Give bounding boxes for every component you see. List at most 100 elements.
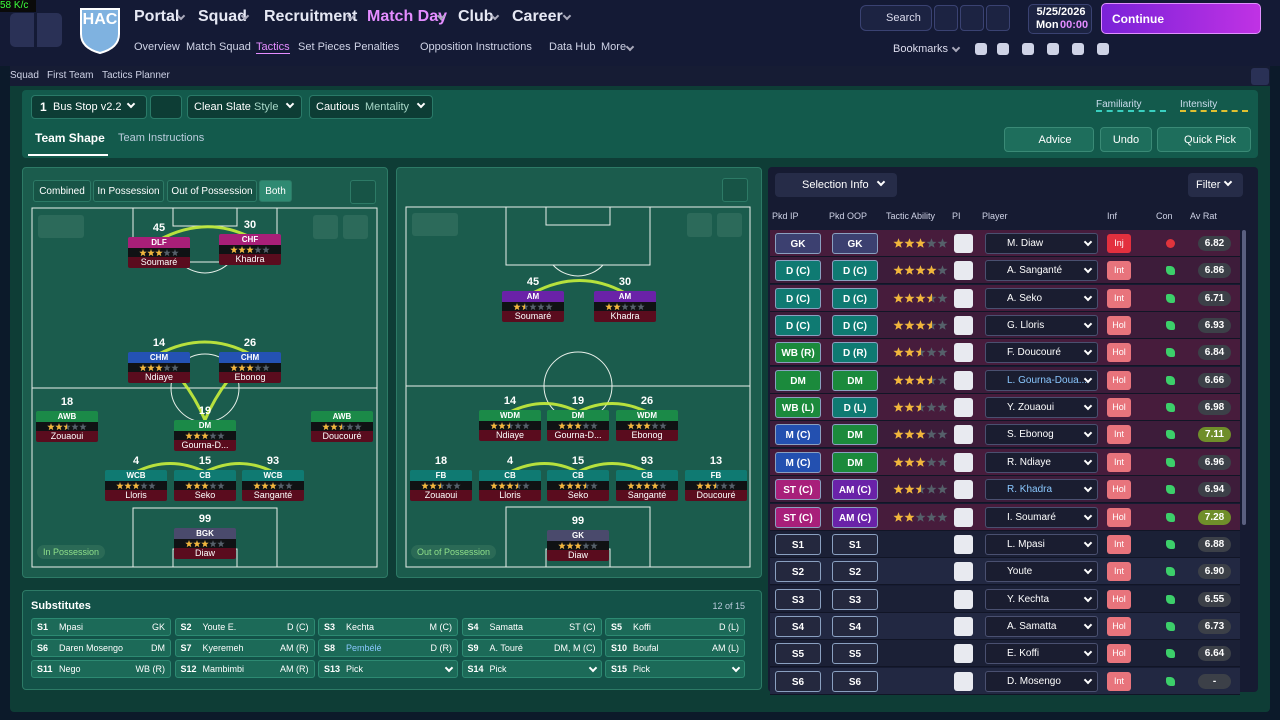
visibility-toggle[interactable] [412, 213, 458, 236]
player-name[interactable]: Zouaoui [410, 490, 472, 501]
role-badge[interactable]: DM [547, 410, 609, 421]
ip-badge[interactable]: DM [775, 369, 821, 391]
sub-slot[interactable] [461, 639, 602, 657]
breadcrumb-item[interactable]: Tactics Planner [102, 70, 170, 81]
nav-menu[interactable]: Match Day [367, 8, 448, 25]
continue-button[interactable]: Continue [1101, 3, 1261, 34]
action-button[interactable]: Advice [1004, 127, 1094, 152]
nav-menu[interactable]: Portal [134, 8, 180, 25]
oop-badge[interactable]: AM (C) [832, 479, 878, 501]
role-badge[interactable]: AM [594, 291, 656, 302]
nav-menu[interactable]: Squad [198, 8, 247, 25]
pi-button[interactable] [954, 480, 973, 500]
player-name[interactable]: Seko [174, 490, 236, 501]
view-mode[interactable]: Both [259, 180, 292, 202]
nav-submenu[interactable]: Data Hub [549, 41, 596, 53]
ip-badge[interactable]: S3 [775, 588, 821, 610]
role-badge[interactable]: CB [547, 470, 609, 481]
player-name[interactable]: Sanganté [616, 490, 678, 501]
oop-badge[interactable]: DM [832, 369, 878, 391]
role-badge[interactable]: AWB [311, 411, 373, 422]
shape-button[interactable] [350, 180, 376, 204]
nav-submenu[interactable]: Overview [134, 41, 180, 53]
pitch-tool[interactable] [687, 213, 712, 237]
player-name[interactable]: Khadra [219, 254, 281, 265]
player-name[interactable]: Seko [547, 490, 609, 501]
breadcrumb-item[interactable]: First Team [47, 70, 94, 81]
sub-slot[interactable] [31, 618, 171, 636]
player-name[interactable]: Ebonog [219, 372, 281, 383]
oop-badge[interactable]: S1 [832, 533, 878, 555]
oop-badge[interactable]: D (C) [832, 287, 878, 309]
player-name[interactable]: Doucouré [685, 490, 747, 501]
ip-badge[interactable]: D (C) [775, 260, 821, 282]
role-badge[interactable]: WDM [616, 410, 678, 421]
sub-slot[interactable] [605, 660, 745, 678]
player-select[interactable] [985, 315, 1098, 337]
role-badge[interactable]: WCB [105, 470, 167, 481]
role-badge[interactable]: FB [410, 470, 472, 481]
sub-slot[interactable] [31, 660, 171, 678]
visibility-toggle[interactable] [38, 215, 84, 238]
role-badge[interactable]: BGK [174, 528, 236, 539]
pi-button[interactable] [954, 616, 973, 636]
breadcrumb-item[interactable]: Squad [10, 70, 39, 81]
player-select[interactable] [985, 615, 1098, 637]
role-badge[interactable]: AM [502, 291, 564, 302]
view-mode[interactable]: Combined [33, 180, 91, 202]
forward-button[interactable] [37, 13, 62, 47]
pitch-tool[interactable] [343, 215, 368, 239]
oop-badge[interactable]: S3 [832, 588, 878, 610]
player-select[interactable] [985, 561, 1098, 583]
nav-submenu[interactable]: More [601, 41, 627, 53]
sub-slot[interactable] [174, 618, 315, 636]
role-badge[interactable]: GK [547, 530, 609, 541]
player-select[interactable] [985, 643, 1098, 665]
player-select[interactable] [985, 588, 1098, 610]
sub-slot[interactable] [318, 639, 458, 657]
player-select[interactable] [985, 260, 1098, 282]
pi-button[interactable] [954, 589, 973, 609]
nav-menu[interactable]: Recruitment [264, 8, 358, 25]
ip-badge[interactable]: M (C) [775, 424, 821, 446]
pitch-tool[interactable] [717, 213, 742, 237]
icon-button[interactable] [960, 5, 984, 31]
add-tactic[interactable] [150, 95, 182, 119]
player-name[interactable]: Doucouré [311, 431, 373, 442]
player-name[interactable]: Khadra [594, 311, 656, 322]
ip-badge[interactable]: WB (R) [775, 342, 821, 364]
nav-submenu[interactable]: Match Squad [186, 41, 251, 53]
pi-button[interactable] [954, 671, 973, 691]
sub-slot[interactable] [174, 639, 315, 657]
sub-slot[interactable] [174, 660, 315, 678]
close-button[interactable] [1251, 68, 1269, 85]
pi-button[interactable] [954, 562, 973, 582]
pi-button[interactable] [954, 398, 973, 418]
role-badge[interactable]: WDM [479, 410, 541, 421]
pi-button[interactable] [954, 644, 973, 664]
ip-badge[interactable]: S4 [775, 615, 821, 637]
player-select[interactable] [985, 506, 1098, 528]
ip-badge[interactable]: WB (L) [775, 397, 821, 419]
oop-badge[interactable]: D (C) [832, 260, 878, 282]
role-badge[interactable]: CHM [219, 352, 281, 363]
icon-button[interactable] [986, 5, 1010, 31]
back-button[interactable] [10, 13, 34, 47]
role-badge[interactable]: AWB [36, 411, 98, 422]
player-select[interactable] [985, 670, 1098, 692]
ip-badge[interactable]: S5 [775, 643, 821, 665]
player-select[interactable] [985, 397, 1098, 419]
filter-button[interactable]: Filter [1188, 173, 1243, 197]
player-name[interactable]: Ebonog [616, 430, 678, 441]
player-select[interactable] [985, 424, 1098, 446]
pi-button[interactable] [954, 261, 973, 281]
bookmark-icon[interactable] [1022, 43, 1034, 55]
ip-badge[interactable]: ST (C) [775, 479, 821, 501]
role-badge[interactable]: CB [479, 470, 541, 481]
role-badge[interactable]: CB [174, 470, 236, 481]
player-name[interactable]: Zouaoui [36, 431, 98, 442]
oop-badge[interactable]: S6 [832, 670, 878, 692]
search-box[interactable] [860, 5, 932, 31]
oop-badge[interactable]: DM [832, 424, 878, 446]
action-button[interactable]: Undo [1100, 127, 1152, 152]
